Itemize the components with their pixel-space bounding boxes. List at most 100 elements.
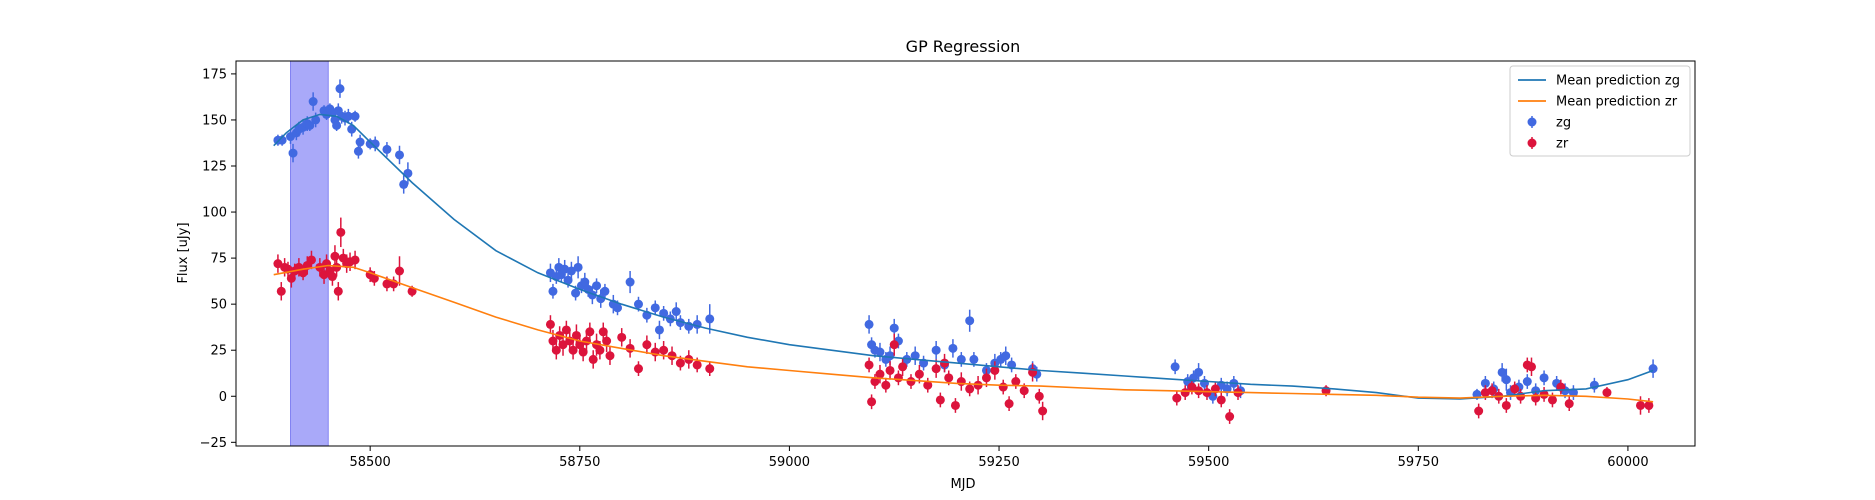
data-point-zr [633, 364, 643, 374]
data-point-zr [906, 377, 916, 387]
data-point-zr [893, 373, 903, 383]
data-point-zr [1644, 400, 1654, 410]
data-point-zg [395, 150, 405, 160]
data-point-zr [1011, 377, 1021, 387]
data-point-zg [350, 111, 360, 121]
data-point-zr [667, 351, 677, 361]
data-point-zg [654, 325, 664, 335]
y-tick-label: 175 [202, 67, 227, 82]
data-point-zg [353, 146, 363, 156]
data-point-zr [1547, 395, 1557, 405]
data-point-zr [558, 340, 568, 350]
plot-area [235, 60, 1696, 447]
data-point-zr [923, 380, 933, 390]
data-point-zr [306, 255, 316, 265]
data-point-zr [276, 286, 286, 296]
data-point-zr [575, 340, 585, 350]
data-point-zr [336, 227, 346, 237]
data-point-zg [399, 179, 409, 189]
data-point-zr [944, 373, 954, 383]
data-point-zg [1497, 367, 1507, 377]
data-point-zg [969, 354, 979, 364]
legend-swatch-marker [1527, 138, 1537, 148]
data-point-zr [931, 364, 941, 374]
data-point-zr [990, 365, 1000, 375]
legend-label: zg [1556, 116, 1571, 131]
data-point-zr [548, 336, 558, 346]
chart-title: GP Regression [906, 37, 1021, 56]
data-point-zg [956, 354, 966, 364]
data-point-zg [592, 281, 602, 291]
data-point-zg [931, 345, 941, 355]
data-point-zg [343, 111, 353, 121]
data-point-zr [382, 279, 392, 289]
data-point-zr [1539, 389, 1549, 399]
data-point-zg [965, 316, 975, 326]
data-point-zg [308, 97, 318, 107]
data-point-zr [369, 273, 379, 283]
data-point-zr [578, 347, 588, 357]
data-point-zg [580, 277, 590, 287]
data-point-zr [898, 362, 908, 372]
data-point-zr [1564, 399, 1574, 409]
data-point-zr [327, 272, 337, 282]
plot-frame [235, 60, 1696, 447]
data-point-zr [298, 268, 308, 278]
data-point-zr [273, 259, 283, 269]
data-point-zr [956, 377, 966, 387]
data-point-zr [642, 340, 652, 350]
data-point-zg [355, 137, 365, 147]
y-tick-label: 25 [210, 344, 227, 359]
data-point-zr [588, 354, 598, 364]
series-zg [273, 79, 1658, 404]
data-point-zr [1038, 406, 1048, 416]
data-point-zr [981, 373, 991, 383]
data-point-zr [545, 319, 555, 329]
x-tick-label: 59750 [1398, 455, 1439, 470]
x-tick-label: 59250 [978, 455, 1019, 470]
data-point-zr [1004, 399, 1014, 409]
legend-label: Mean prediction zr [1556, 95, 1678, 110]
data-point-zg [311, 115, 321, 125]
data-point-zr [395, 266, 405, 276]
data-point-zg [370, 139, 380, 149]
data-point-zr [973, 380, 983, 390]
data-point-zg [332, 120, 342, 130]
data-point-zr [881, 380, 891, 390]
data-point-zr [602, 336, 612, 346]
data-point-zr [1602, 388, 1612, 398]
x-axis-label: MJD [950, 477, 975, 492]
data-point-zr [870, 377, 880, 387]
y-tick-label: 75 [210, 252, 227, 267]
data-point-zr [705, 364, 715, 374]
data-point-zg [864, 319, 874, 329]
data-point-zg [566, 266, 576, 276]
data-point-zr [561, 325, 571, 335]
line-mean-prediction-zr [273, 264, 1654, 403]
x-tick-label: 58500 [349, 455, 390, 470]
y-axis-label: Flux [uJy] [176, 222, 191, 283]
legend-swatch-marker [1527, 117, 1537, 127]
data-point-zr [1216, 395, 1226, 405]
data-point-zg [1480, 378, 1490, 388]
data-point-zg [910, 351, 920, 361]
y-tick-label: 100 [202, 206, 227, 221]
data-point-zr [595, 345, 605, 355]
data-point-zg [875, 347, 885, 357]
data-point-zg [671, 307, 681, 317]
data-point-zr [675, 358, 685, 368]
data-point-zg [600, 286, 610, 296]
data-point-zr [1474, 406, 1484, 416]
data-point-zr [1635, 400, 1645, 410]
series-zr [273, 217, 1654, 424]
y-tick-label: 150 [202, 113, 227, 128]
y-axis: −25 0 25 50 75 100 125 150 175 [200, 67, 236, 451]
data-point-zg [625, 277, 635, 287]
data-point-zg [705, 314, 715, 324]
data-point-zg [563, 275, 573, 285]
y-tick-label: 50 [210, 298, 227, 313]
x-tick-label: 59500 [1188, 455, 1229, 470]
data-point-zr [330, 251, 340, 261]
legend-label: Mean prediction zg [1556, 74, 1680, 89]
data-point-zr [935, 395, 945, 405]
